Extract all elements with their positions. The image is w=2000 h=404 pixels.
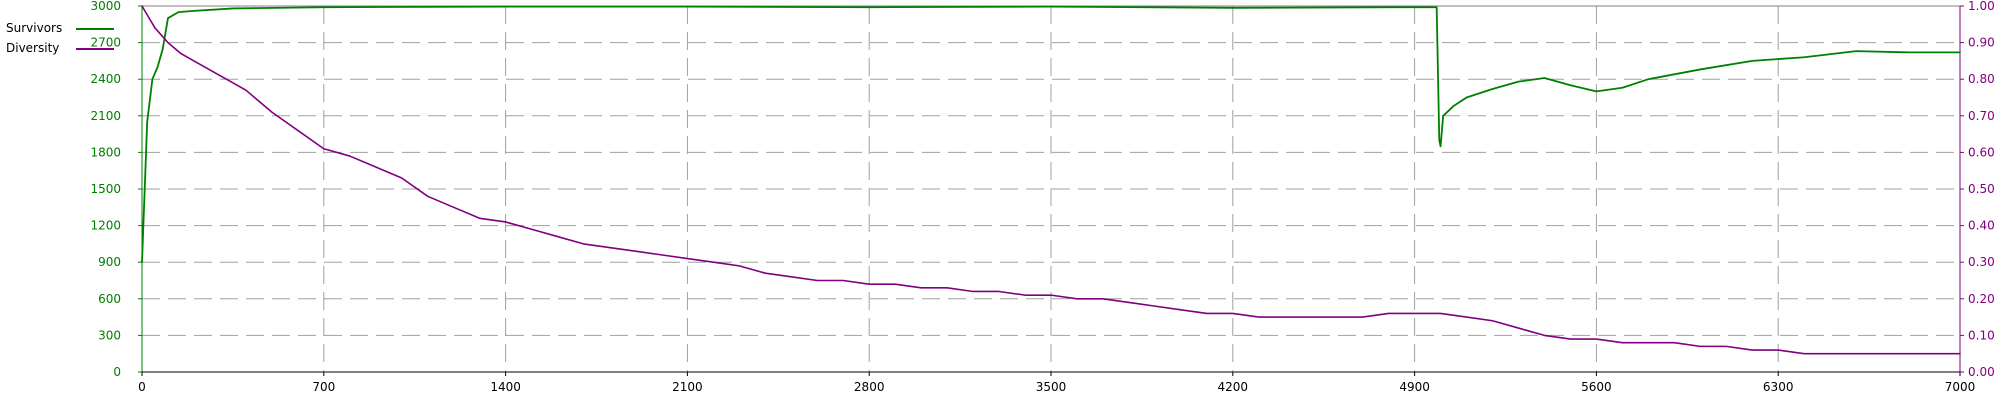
x-tick-label: 2800 — [854, 380, 885, 394]
legend-label-diversity: Diversity — [6, 41, 60, 55]
x-tick-label: 4900 — [1399, 380, 1430, 394]
right-y-tick-label: 0.00 — [1968, 365, 1995, 379]
left-y-tick-label: 300 — [98, 328, 121, 342]
legend-label-survivors: Survivors — [6, 21, 63, 35]
series-line-survivors — [141, 5, 1961, 264]
x-tick-label: 2100 — [672, 380, 703, 394]
left-y-tick-label: 2700 — [90, 36, 121, 50]
x-tick-label: 1400 — [490, 380, 521, 394]
right-y-tick-label: 0.60 — [1968, 145, 1995, 159]
grid-layer — [142, 6, 1960, 372]
legend-swatch-survivors — [76, 27, 114, 30]
legend-item-diversity: Diversity — [6, 38, 114, 58]
x-tick-label: 3500 — [1036, 380, 1067, 394]
right-y-tick-label: 0.90 — [1968, 36, 1995, 50]
right-y-tick-label: 0.40 — [1968, 219, 1995, 233]
x-tick-label: 4200 — [1218, 380, 1249, 394]
series-line-diversity — [141, 5, 1961, 355]
x-tick-label: 0 — [138, 380, 146, 394]
left-y-tick-label: 3000 — [90, 0, 121, 13]
x-tick-label: 700 — [312, 380, 335, 394]
legend-item-survivors: Survivors — [6, 18, 114, 38]
left-y-tick-label: 0 — [113, 365, 121, 379]
left-y-tick-label: 1500 — [90, 182, 121, 196]
left-y-tick-label: 600 — [98, 292, 121, 306]
right-y-tick-label: 1.00 — [1968, 0, 1995, 13]
left-y-tick-label: 1800 — [90, 145, 121, 159]
x-tick-label: 6300 — [1763, 380, 1794, 394]
right-y-tick-label: 0.30 — [1968, 255, 1995, 269]
right-y-tick-label: 0.70 — [1968, 109, 1995, 123]
labels-layer: 0 300 600 900 1200 1500 1800 2100 2400 2700 3000 0.… — [90, 0, 1994, 394]
left-y-tick-label: 1200 — [90, 219, 121, 233]
right-y-tick-label: 0.80 — [1968, 72, 1995, 86]
right-y-tick-label: 0.10 — [1968, 328, 1995, 342]
left-y-tick-label: 2100 — [90, 109, 121, 123]
series-layer — [141, 5, 1961, 355]
left-y-tick-label: 2400 — [90, 72, 121, 86]
left-y-tick-label: 900 — [98, 255, 121, 269]
x-tick-label: 7000 — [1945, 380, 1976, 394]
legend-swatch-diversity — [76, 47, 114, 50]
x-tick-label: 5600 — [1581, 380, 1612, 394]
right-y-tick-label: 0.20 — [1968, 292, 1995, 306]
right-y-tick-label: 0.50 — [1968, 182, 1995, 196]
legend: Survivors Diversity — [6, 18, 114, 58]
